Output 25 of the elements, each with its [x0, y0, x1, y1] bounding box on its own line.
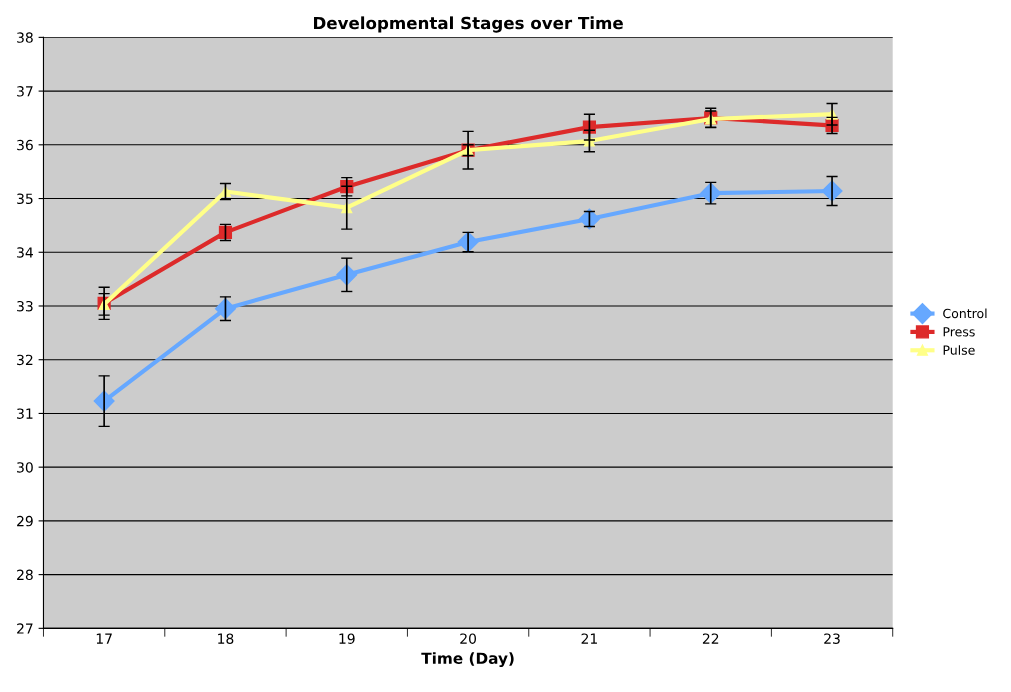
y-tick-label: 35: [17, 193, 33, 205]
y-tick-label: 30: [17, 462, 33, 473]
legend-label: Pulse: [943, 345, 975, 355]
x-tick-label: 18: [218, 633, 234, 644]
x-tick-label: 17: [96, 633, 112, 644]
point: [214, 298, 236, 320]
y-tick-label: 28: [17, 569, 33, 581]
y-tick-label: 38: [17, 32, 33, 43]
y-tick-label: 31: [17, 408, 33, 419]
x-tick-label: 21: [581, 633, 597, 644]
x-tick-label: 23: [824, 633, 840, 644]
legend-label: Press: [943, 327, 975, 337]
x-tick-label: 19: [339, 633, 355, 644]
chart-title: Developmental Stages over Time: [314, 16, 623, 33]
y-tick-label: 29: [17, 515, 33, 527]
y-tick-label: 33: [17, 300, 33, 312]
y-tick-label: 37: [17, 86, 33, 97]
y-tick-label: 34: [17, 247, 33, 258]
x-tick-label: 20: [460, 633, 477, 644]
y-tick-label: 32: [17, 354, 33, 366]
legend-label: Control: [943, 308, 987, 319]
y-tick-label: 27: [17, 623, 33, 634]
x-axis-title: Time (Day): [421, 652, 514, 668]
x-tick-label: 22: [702, 633, 719, 644]
y-tick-label: 36: [17, 139, 33, 151]
